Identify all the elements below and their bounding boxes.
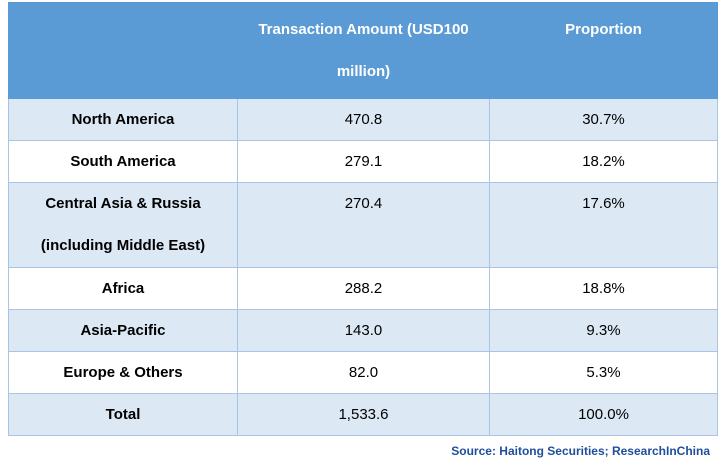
region-cell: Total <box>8 393 238 436</box>
proportion-cell: 30.7% <box>489 98 718 141</box>
table-row: Europe & Others 82.0 5.3% <box>8 351 718 394</box>
proportion-cell: 18.8% <box>489 267 718 310</box>
table-header-row: Transaction Amount (USD100 million) Prop… <box>8 2 718 99</box>
table-row: Asia-Pacific 143.0 9.3% <box>8 309 718 352</box>
amount-cell: 279.1 <box>237 140 490 183</box>
table-row-total: Total 1,533.6 100.0% <box>8 393 718 436</box>
region-cell: Asia-Pacific <box>8 309 238 352</box>
region-cell: Europe & Others <box>8 351 238 394</box>
amount-cell: 143.0 <box>237 309 490 352</box>
header-proportion: Proportion <box>489 2 718 99</box>
proportion-cell: 5.3% <box>489 351 718 394</box>
region-cell: Central Asia & Russia (including Middle … <box>8 182 238 268</box>
proportion-cell: 17.6% <box>489 182 718 268</box>
proportion-cell: 18.2% <box>489 140 718 183</box>
amount-cell: 288.2 <box>237 267 490 310</box>
region-cell: South America <box>8 140 238 183</box>
table-row: Central Asia & Russia (including Middle … <box>8 182 718 268</box>
region-cell: North America <box>8 98 238 141</box>
amount-cell: 470.8 <box>237 98 490 141</box>
header-region <box>8 2 238 99</box>
header-amount: Transaction Amount (USD100 million) <box>237 2 490 99</box>
table-row: South America 279.1 18.2% <box>8 140 718 183</box>
table-row: North America 470.8 30.7% <box>8 98 718 141</box>
source-caption: Source: Haitong Securities; ResearchInCh… <box>451 444 710 458</box>
table-row: Africa 288.2 18.8% <box>8 267 718 310</box>
proportion-cell: 100.0% <box>489 393 718 436</box>
proportion-cell: 9.3% <box>489 309 718 352</box>
region-cell: Africa <box>8 267 238 310</box>
transaction-table: Transaction Amount (USD100 million) Prop… <box>8 2 718 436</box>
amount-cell: 82.0 <box>237 351 490 394</box>
amount-cell: 270.4 <box>237 182 490 268</box>
amount-cell: 1,533.6 <box>237 393 490 436</box>
